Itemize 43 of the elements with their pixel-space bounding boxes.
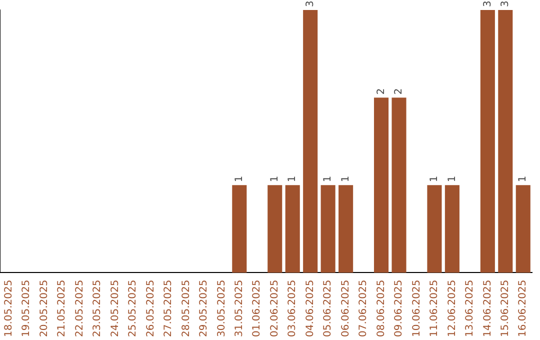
data-label: 3	[482, 0, 494, 7]
x-tick-label: 21.05.2025	[56, 280, 68, 338]
x-tick-label: 29.05.2025	[198, 280, 210, 338]
x-tick-label: 06.06.2025	[340, 280, 352, 338]
x-tick-label: 04.06.2025	[304, 280, 316, 338]
x-tick-label: 20.05.2025	[38, 280, 50, 338]
data-label: 1	[269, 176, 280, 182]
x-tick-label: 12.06.2025	[446, 280, 458, 338]
x-tick-label: 25.05.2025	[128, 280, 139, 338]
x-tick-label: 27.05.2025	[163, 280, 174, 338]
x-tick-label: 18.05.2025	[3, 280, 14, 338]
data-label: 3	[500, 0, 511, 7]
x-tick-label: 03.06.2025	[287, 280, 298, 338]
x-tick-label: 11.06.2025	[429, 280, 440, 338]
x-tick-label: 26.05.2025	[145, 280, 156, 338]
x-tick-label: 01.06.2025	[252, 280, 263, 338]
x-tick-label: 09.06.2025	[394, 280, 405, 338]
data-label: 2	[394, 88, 405, 95]
x-tick-label: 13.06.2025	[464, 280, 476, 338]
x-tick-label: 08.06.2025	[376, 280, 387, 338]
data-label: 1	[322, 176, 334, 182]
x-tick-label: 22.05.2025	[74, 280, 86, 338]
x-tick-label: 14.06.2025	[482, 280, 494, 338]
data-label: 3	[304, 0, 316, 7]
x-tick-label: 07.06.2025	[358, 280, 370, 338]
x-tick-label: 02.06.2025	[269, 280, 280, 338]
x-tick-label: 31.05.2025	[234, 280, 245, 338]
data-label: 1	[429, 176, 440, 182]
data-label: 1	[234, 176, 245, 182]
data-label: 2	[376, 88, 387, 95]
data-label: 1	[518, 176, 529, 182]
data-label: 1	[287, 176, 298, 182]
x-tick-label: 28.05.2025	[180, 280, 192, 338]
x-tick-label: 15.06.2025	[500, 280, 511, 338]
x-tick-label: 05.06.2025	[322, 280, 334, 338]
x-tick-label: 30.05.2025	[216, 280, 228, 338]
data-label: 1	[446, 176, 458, 182]
x-tick-label: 19.05.2025	[21, 280, 32, 338]
data-label: 1	[340, 176, 352, 182]
x-tick-label: 10.06.2025	[411, 280, 422, 338]
x-tick-label: 23.05.2025	[92, 280, 104, 338]
x-tick-label: 16.06.2025	[518, 280, 529, 338]
x-tick-label: 24.05.2025	[110, 280, 121, 338]
